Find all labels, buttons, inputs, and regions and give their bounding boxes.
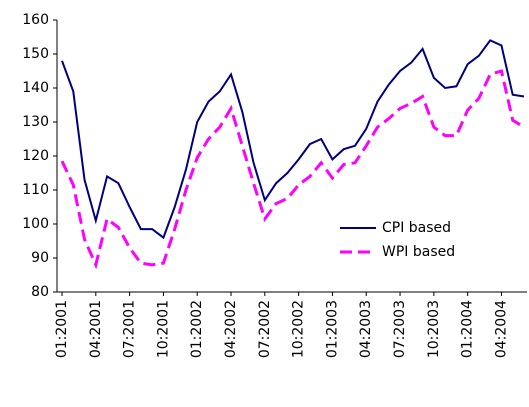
x-tick-label: 07:2002 bbox=[257, 300, 273, 358]
y-tick-label: 140 bbox=[22, 80, 49, 96]
line-series bbox=[61, 39, 525, 240]
y-tick-label: 80 bbox=[31, 284, 49, 300]
x-tick-label: 01:2002 bbox=[189, 300, 205, 358]
x-tick-label: 04:2001 bbox=[88, 300, 104, 358]
x-tick-label: 07:2003 bbox=[392, 300, 408, 358]
y-tick-label: 100 bbox=[22, 216, 49, 232]
x-tick-label: 07:2001 bbox=[122, 300, 138, 358]
legend-label: CPI based bbox=[382, 220, 451, 236]
x-tick-label: 04:2002 bbox=[223, 300, 239, 358]
x-tick-label: 01:2001 bbox=[54, 300, 70, 358]
x-tick-label: 04:2004 bbox=[493, 300, 509, 358]
x-tick-label: 10:2003 bbox=[426, 300, 442, 358]
y-tick-label: 90 bbox=[31, 250, 49, 266]
legend-label: WPI based bbox=[382, 244, 455, 260]
x-tick-label: 04:2003 bbox=[358, 300, 374, 358]
y-tick-label: 160 bbox=[22, 12, 49, 28]
y-tick-label: 120 bbox=[22, 148, 49, 164]
line-series bbox=[60, 69, 525, 270]
y-tick-label: 130 bbox=[22, 114, 49, 130]
x-tick-label: 01:2004 bbox=[460, 300, 476, 358]
x-tick-label: 01:2003 bbox=[324, 300, 340, 358]
y-tick-label: 110 bbox=[22, 182, 49, 198]
y-tick-label: 150 bbox=[22, 46, 49, 62]
x-tick-label: 10:2002 bbox=[291, 300, 307, 358]
x-tick-label: 10:2001 bbox=[155, 300, 171, 358]
